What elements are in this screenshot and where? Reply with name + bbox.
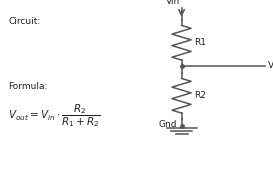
Text: Formula:: Formula: — [8, 82, 48, 91]
Text: Vout: Vout — [268, 61, 273, 70]
Text: $V_{out} = V_{in} \cdot \dfrac{R_2}{R_1 + R_2}$: $V_{out} = V_{in} \cdot \dfrac{R_2}{R_1 … — [8, 103, 100, 129]
Text: Circuit:: Circuit: — [8, 17, 40, 26]
Text: R1: R1 — [194, 38, 206, 47]
Text: R2: R2 — [194, 91, 206, 100]
Text: Vin: Vin — [166, 0, 180, 6]
Text: Gnd: Gnd — [159, 120, 177, 129]
